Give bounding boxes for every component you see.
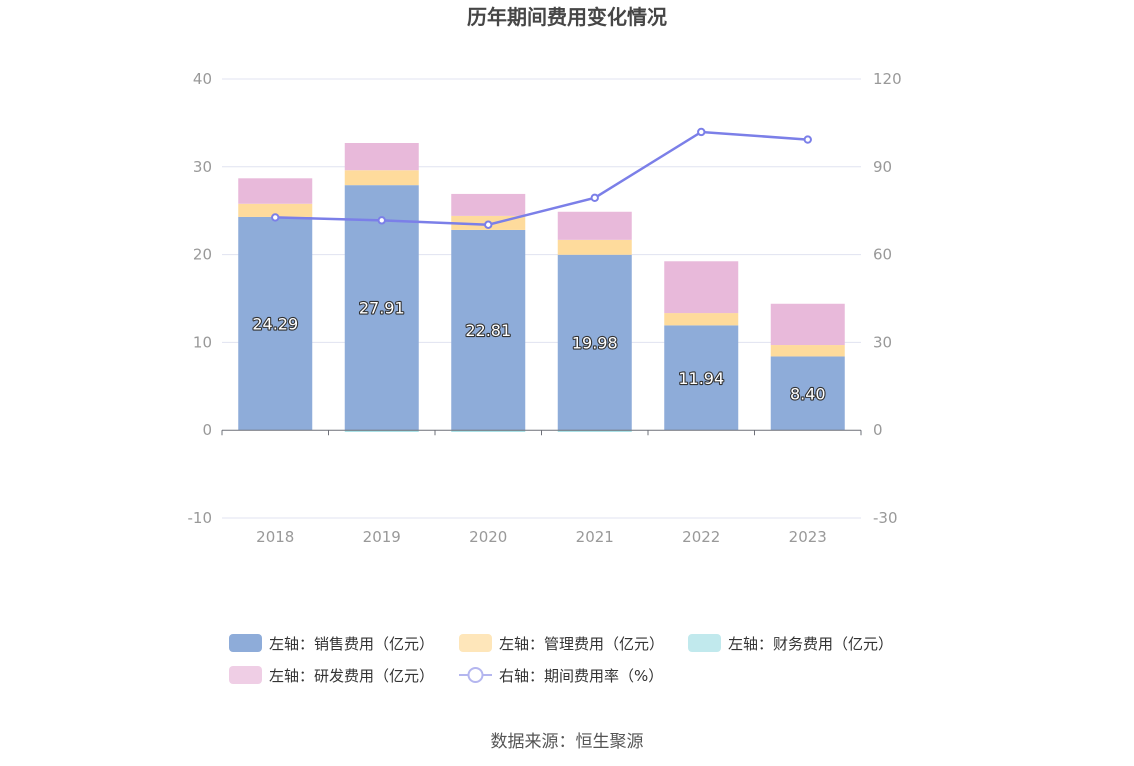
rate-line-path xyxy=(275,130,808,227)
x-axis-ticks: 2018 2019 2020 2021 2022 2023 xyxy=(256,528,827,546)
right-tick-label: 0 xyxy=(873,421,883,439)
right-tick-label: -30 xyxy=(873,509,898,527)
legend-marker xyxy=(467,667,484,683)
rate-point xyxy=(377,216,386,225)
legend-swatch xyxy=(229,634,262,652)
source-note: 数据来源：恒生聚源 xyxy=(491,732,644,752)
x-tick-label: 2019 xyxy=(363,528,401,546)
legend-label: 左轴：研发费用（亿元） xyxy=(269,667,434,685)
legend-label: 左轴：管理费用（亿元） xyxy=(499,635,664,653)
legend-swatch xyxy=(688,634,721,652)
rate-point xyxy=(697,127,706,137)
bar-segment-1 xyxy=(770,345,845,357)
x-tick-label: 2023 xyxy=(789,528,827,546)
bar-segment-0 xyxy=(344,185,419,431)
bar-segment-0 xyxy=(557,254,632,431)
x-tick-label: 2020 xyxy=(469,528,507,546)
bar-segment-2 xyxy=(451,430,526,432)
left-tick-label: 0 xyxy=(202,421,212,439)
bar-segment-0 xyxy=(238,216,313,431)
bar-segment-0 xyxy=(770,356,845,431)
bar-labels: 24.29 27.91 22.81 19.98 11.94 8.40 xyxy=(251,298,826,405)
x-axis-line xyxy=(221,429,862,436)
bar-segment-1 xyxy=(344,170,419,186)
bar-segment-0 xyxy=(451,229,526,431)
left-axis-ticks: -10 0 10 20 30 40 xyxy=(188,70,213,527)
bar-segment-3 xyxy=(344,143,419,171)
right-tick-label: 90 xyxy=(873,158,892,176)
bar-segment-1 xyxy=(238,203,313,217)
legend: 左轴：销售费用（亿元） 左轴：管理费用（亿元） 左轴：财务费用（亿元） 左轴：研发费用… xyxy=(229,634,893,685)
left-tick-label: 10 xyxy=(193,333,212,351)
bar-segment-3 xyxy=(451,193,526,216)
legend-swatch xyxy=(229,666,262,684)
left-tick-label: 40 xyxy=(193,70,212,88)
x-tick-label: 2018 xyxy=(256,528,294,546)
bar-segment-2 xyxy=(557,430,632,432)
bar-segment-3 xyxy=(664,261,739,314)
left-tick-label: 20 xyxy=(193,246,212,264)
right-axis-ticks: -30 0 30 60 90 120 xyxy=(873,70,902,527)
rate-point xyxy=(484,220,493,229)
legend-swatch xyxy=(459,634,492,652)
bar-segment-3 xyxy=(238,178,313,204)
grid xyxy=(222,78,861,519)
legend-label: 左轴：财务费用（亿元） xyxy=(728,635,893,653)
legend-label: 右轴：期间费用率（%） xyxy=(499,667,663,685)
left-tick-label: 30 xyxy=(193,158,212,176)
right-tick-label: 60 xyxy=(873,246,892,264)
right-tick-label: 30 xyxy=(873,333,892,351)
rate-point xyxy=(590,193,599,203)
right-tick-label: 120 xyxy=(873,70,902,88)
x-tick-label: 2021 xyxy=(576,528,614,546)
bar-segment-1 xyxy=(557,239,632,255)
bars xyxy=(238,143,845,432)
bar-value-label: 8.40 xyxy=(790,384,826,403)
bar-segment-3 xyxy=(557,211,632,240)
bar-value-label: 11.94 xyxy=(678,369,724,388)
rate-line xyxy=(271,127,812,229)
bar-value-label: 24.29 xyxy=(252,315,298,334)
bar-segment-0 xyxy=(664,325,739,431)
bar-value-label: 19.98 xyxy=(572,333,618,352)
bar-segment-1 xyxy=(664,313,739,326)
rate-point xyxy=(803,135,812,144)
bar-value-label: 22.81 xyxy=(465,321,511,340)
bar-segment-2 xyxy=(344,430,419,432)
chart-title: 历年期间费用变化情况 xyxy=(467,5,667,29)
rate-point xyxy=(271,213,280,222)
legend-label: 左轴：销售费用（亿元） xyxy=(269,635,434,653)
left-tick-label: -10 xyxy=(188,509,213,527)
bar-segment-3 xyxy=(770,303,845,346)
x-tick-label: 2022 xyxy=(682,528,720,546)
bar-value-label: 27.91 xyxy=(359,299,405,318)
